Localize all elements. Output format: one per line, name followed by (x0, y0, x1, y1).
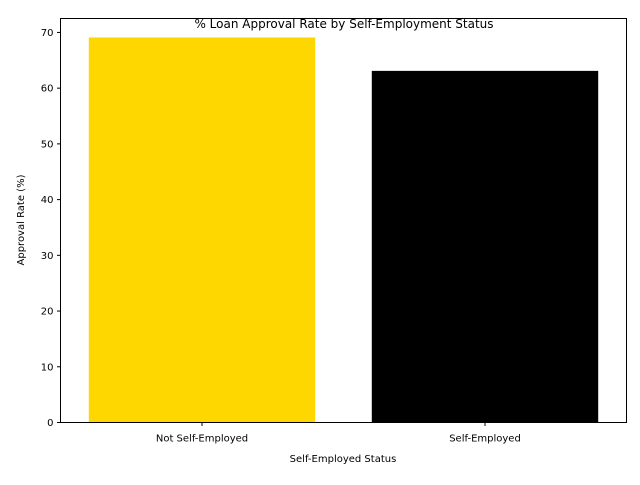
x-tick-label: Not Self-Employed (156, 434, 248, 445)
y-axis-label: Approval Rate (%) (16, 174, 27, 265)
x-axis-label: Self-Employed Status (290, 454, 397, 465)
y-tick-label: 10 (41, 362, 54, 373)
y-axis: 0 10 20 30 40 50 60 70 (41, 28, 61, 429)
y-tick-label: 20 (41, 307, 54, 318)
bar-not-self-employed (88, 37, 316, 423)
y-tick-label: 50 (41, 139, 54, 150)
y-tick-label: 0 (47, 418, 53, 429)
bars-group (88, 37, 599, 423)
y-tick-label: 60 (41, 84, 54, 95)
y-tick-label: 30 (41, 251, 54, 262)
bar-self-employed (371, 70, 599, 423)
x-axis: Not Self-Employed Self-Employed (156, 422, 521, 445)
y-tick-label: 40 (41, 195, 54, 206)
plot-frame (60, 18, 627, 423)
x-tick-label: Self-Employed (449, 434, 521, 445)
y-tick-label: 70 (41, 28, 54, 39)
chart-title: % Loan Approval Rate by Self-Employment … (194, 17, 493, 31)
